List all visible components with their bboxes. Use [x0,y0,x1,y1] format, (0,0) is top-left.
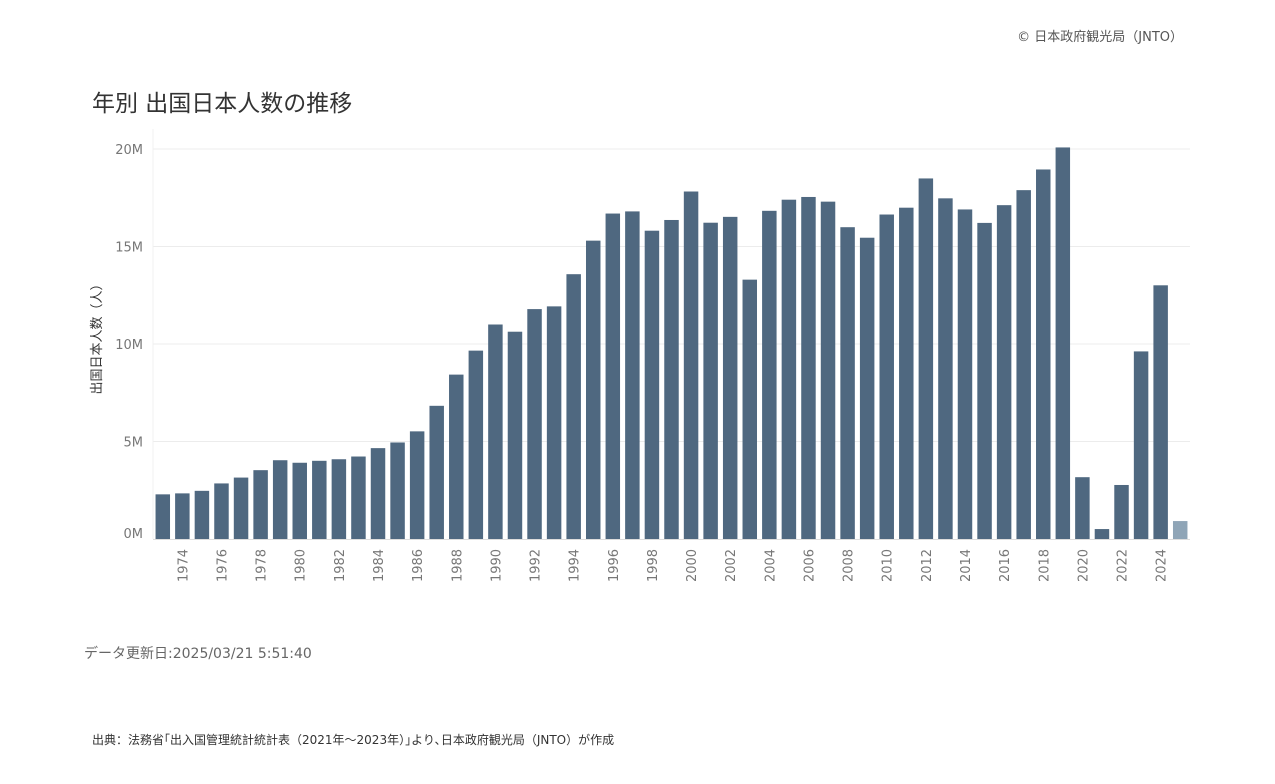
bar-1993 [546,306,562,539]
x-tick-label: 2006 [802,549,817,582]
bar-1994 [566,274,581,539]
bar-2005 [781,199,797,539]
bar-2023 [1133,351,1149,539]
bar-2021 [1094,529,1110,539]
bar-1997 [625,211,640,539]
y-tick-label: 0M [124,527,144,542]
bar-1980 [292,462,307,539]
bar-1999 [664,219,679,540]
bar-2012 [918,178,934,539]
x-tick-label: 2008 [842,549,857,582]
bar-2020 [1075,477,1090,539]
bar-2016 [996,205,1012,539]
x-tick-label: 2018 [1037,549,1052,582]
bar-1992 [527,309,542,539]
bar-2011 [899,207,914,539]
bar-2013 [938,198,953,539]
x-tick-label: 2014 [959,549,974,582]
bar-2019 [1055,147,1071,539]
bar-2010 [879,214,894,539]
x-tick-label: 2012 [920,549,935,582]
x-tick-label: 2010 [881,549,896,582]
bar-1990 [488,324,503,539]
bar-1973 [155,494,171,539]
x-tick-label: 1996 [607,549,622,582]
data-updated-label: データ更新日:2025/03/21 5:51:40 [84,646,312,662]
bar-2024 [1153,285,1168,539]
bar-1974 [175,493,190,539]
chart-title: 年別 出国日本人数の推移 [92,91,353,117]
bar-2014 [957,209,973,539]
bar-1982 [331,459,347,539]
bar-2009 [859,237,875,539]
y-tick-label: 20M [115,143,143,158]
x-tick-label: 1990 [489,549,504,582]
x-tick-label: 2024 [1155,549,1170,582]
x-tick-label: 1988 [450,549,465,582]
x-tick-label: 1994 [568,549,583,582]
x-tick-label: 1976 [215,549,230,582]
y-tick-label: 5M [124,436,144,451]
copyright-notice: © 日本政府観光局（JNTO） [1017,30,1183,45]
bar-2002 [722,216,738,540]
bar-1976 [214,483,229,539]
bar-2015 [977,222,992,539]
y-tick-label: 15M [115,241,143,256]
bar-2004 [762,210,777,539]
bar-1987 [429,405,444,539]
x-tick-label: 2016 [998,549,1013,582]
bar-1985 [390,442,405,539]
x-tick-label: 1974 [176,549,191,582]
bar-1981 [312,460,327,539]
bar-2008 [840,227,855,539]
x-tick-label: 1980 [294,549,309,582]
x-tick-label: 1998 [646,549,661,582]
bar-1989 [468,350,484,539]
bar-1975 [194,490,210,539]
bar-2006 [801,196,816,539]
bar-2017 [1016,190,1031,539]
x-tick-label: 2020 [1076,549,1091,582]
bar-1984 [370,448,386,539]
x-tick-label: 2002 [724,549,739,582]
bar-2007 [820,201,836,539]
x-tick-label: 1982 [333,549,348,582]
bar-2022 [1114,484,1129,539]
bar-2025 [1172,521,1188,539]
x-tick-label: 2022 [1116,549,1131,582]
bar-2018 [1036,169,1051,539]
x-tick-label: 2000 [685,549,700,582]
bar-1991 [507,331,523,539]
bar-2001 [703,222,718,539]
bar-1979 [272,460,288,539]
bar-1977 [233,477,249,539]
y-tick-label: 10M [115,338,143,353]
x-tick-label: 2004 [763,549,778,582]
x-tick-label: 1978 [255,549,270,582]
x-tick-label: 1984 [372,549,387,582]
source-note: 出典：法務省｢出入国管理統計統計表（2021年～2023年）｣より､日本政府観光… [92,733,615,747]
x-tick-label: 1992 [529,549,544,582]
x-tick-label: 1986 [411,549,426,582]
bar-1995 [585,240,601,539]
bar-2000 [683,191,699,539]
bar-1998 [644,230,660,539]
bar-1996 [605,213,621,540]
bar-1983 [351,456,366,539]
y-axis-title: 出国日本人数（人） [90,277,105,394]
bar-1978 [253,470,268,539]
bar-1986 [409,431,425,539]
bar-2003 [742,279,758,539]
bar-1988 [449,374,464,539]
